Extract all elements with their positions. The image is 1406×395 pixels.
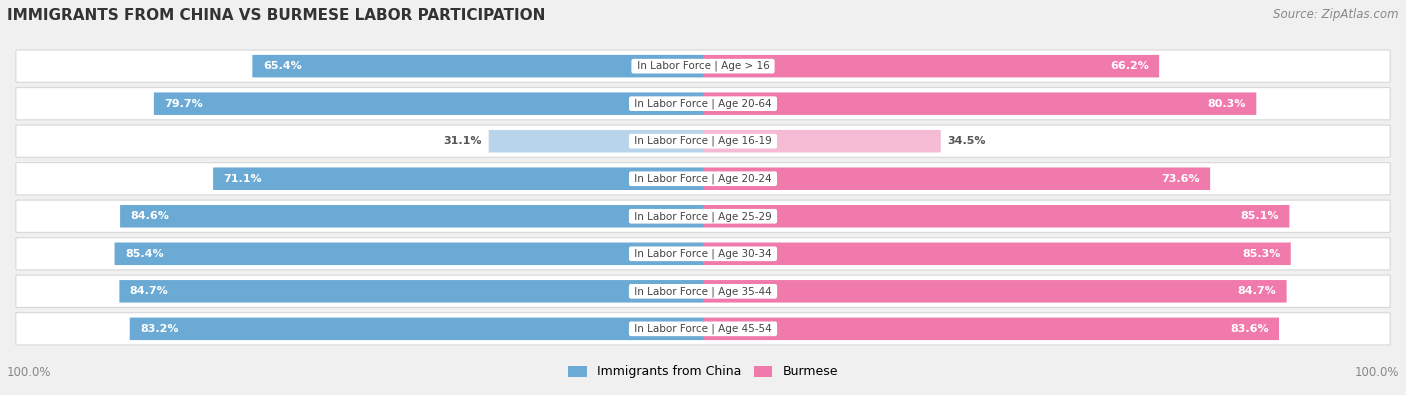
FancyBboxPatch shape: [703, 167, 1211, 190]
FancyBboxPatch shape: [15, 88, 1391, 120]
Text: 83.6%: 83.6%: [1230, 324, 1268, 334]
FancyBboxPatch shape: [15, 163, 1391, 195]
FancyBboxPatch shape: [15, 50, 1391, 82]
FancyBboxPatch shape: [703, 318, 1279, 340]
FancyBboxPatch shape: [114, 243, 703, 265]
FancyBboxPatch shape: [153, 92, 703, 115]
Text: 100.0%: 100.0%: [7, 366, 52, 379]
Text: 71.1%: 71.1%: [224, 174, 262, 184]
Text: 66.2%: 66.2%: [1109, 61, 1149, 71]
FancyBboxPatch shape: [489, 130, 703, 152]
Text: In Labor Force | Age 30-34: In Labor Force | Age 30-34: [631, 248, 775, 259]
FancyBboxPatch shape: [15, 125, 1391, 157]
Text: In Labor Force | Age 20-24: In Labor Force | Age 20-24: [631, 173, 775, 184]
FancyBboxPatch shape: [703, 92, 1257, 115]
Text: 83.2%: 83.2%: [141, 324, 179, 334]
FancyBboxPatch shape: [703, 130, 941, 152]
FancyBboxPatch shape: [214, 167, 703, 190]
Text: In Labor Force | Age > 16: In Labor Force | Age > 16: [634, 61, 772, 71]
Text: 80.3%: 80.3%: [1208, 99, 1246, 109]
Text: IMMIGRANTS FROM CHINA VS BURMESE LABOR PARTICIPATION: IMMIGRANTS FROM CHINA VS BURMESE LABOR P…: [7, 8, 546, 23]
FancyBboxPatch shape: [129, 318, 703, 340]
FancyBboxPatch shape: [703, 55, 1159, 77]
Legend: Immigrants from China, Burmese: Immigrants from China, Burmese: [562, 360, 844, 384]
FancyBboxPatch shape: [15, 313, 1391, 345]
FancyBboxPatch shape: [15, 238, 1391, 270]
FancyBboxPatch shape: [120, 205, 703, 228]
FancyBboxPatch shape: [703, 243, 1291, 265]
Text: 65.4%: 65.4%: [263, 61, 301, 71]
FancyBboxPatch shape: [703, 280, 1286, 303]
Text: In Labor Force | Age 35-44: In Labor Force | Age 35-44: [631, 286, 775, 297]
Text: In Labor Force | Age 45-54: In Labor Force | Age 45-54: [631, 324, 775, 334]
Text: 84.7%: 84.7%: [129, 286, 169, 296]
Text: In Labor Force | Age 25-29: In Labor Force | Age 25-29: [631, 211, 775, 222]
Text: 100.0%: 100.0%: [1354, 366, 1399, 379]
Text: 84.6%: 84.6%: [131, 211, 169, 221]
Text: Source: ZipAtlas.com: Source: ZipAtlas.com: [1274, 8, 1399, 21]
Text: 31.1%: 31.1%: [443, 136, 482, 146]
Text: In Labor Force | Age 20-64: In Labor Force | Age 20-64: [631, 98, 775, 109]
Text: 85.1%: 85.1%: [1240, 211, 1279, 221]
FancyBboxPatch shape: [15, 275, 1391, 307]
Text: 85.4%: 85.4%: [125, 249, 163, 259]
Text: 84.7%: 84.7%: [1237, 286, 1277, 296]
Text: 34.5%: 34.5%: [948, 136, 986, 146]
FancyBboxPatch shape: [703, 205, 1289, 228]
Text: 73.6%: 73.6%: [1161, 174, 1199, 184]
Text: 85.3%: 85.3%: [1241, 249, 1281, 259]
Text: 79.7%: 79.7%: [165, 99, 202, 109]
Text: In Labor Force | Age 16-19: In Labor Force | Age 16-19: [631, 136, 775, 147]
FancyBboxPatch shape: [252, 55, 703, 77]
FancyBboxPatch shape: [15, 200, 1391, 232]
FancyBboxPatch shape: [120, 280, 703, 303]
